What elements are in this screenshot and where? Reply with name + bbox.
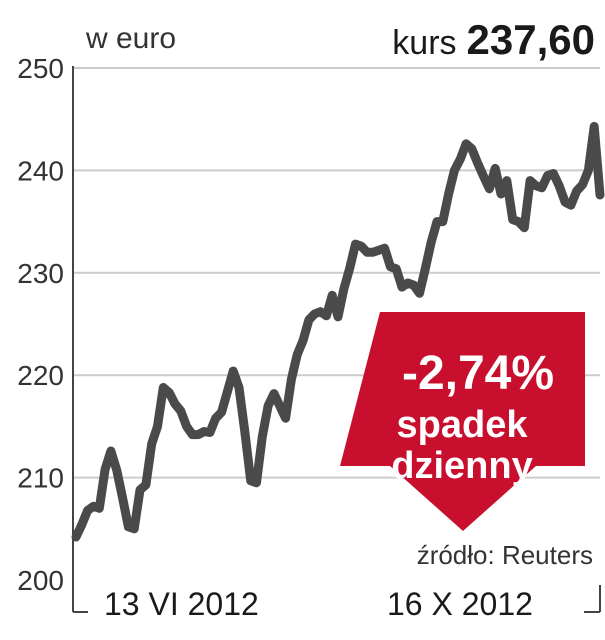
- badge-line-1: spadek: [397, 404, 529, 446]
- y-axis-ticks: 200 210 220 230 240 250: [17, 53, 64, 596]
- y-tick-label-200: 200: [17, 565, 64, 596]
- y-tick-label-230: 230: [17, 258, 64, 289]
- price-series-line: [71, 121, 605, 542]
- daily-change-badge: -2,74% spadek dzienny: [340, 312, 585, 531]
- y-tick-label-250: 250: [17, 53, 64, 84]
- x-tick-label-end: 16 X 2012: [387, 586, 533, 622]
- y-tick-label-210: 210: [17, 463, 64, 494]
- y-tick-label-220: 220: [17, 360, 64, 391]
- price-label: kurs: [392, 24, 457, 62]
- down-arrow-shape: [340, 312, 585, 531]
- y-tick-label-240: 240: [17, 155, 64, 186]
- unit-label: w euro: [86, 22, 177, 55]
- badge-change-value: -2,74%: [402, 347, 554, 400]
- price-header: kurs 237,60: [392, 16, 595, 64]
- x-tick-label-start: 13 VI 2012: [104, 586, 259, 622]
- badge-line-2: dzienny: [391, 445, 532, 487]
- source-credit: źródło: Reuters: [416, 540, 593, 570]
- price-value: 237,60: [466, 16, 595, 63]
